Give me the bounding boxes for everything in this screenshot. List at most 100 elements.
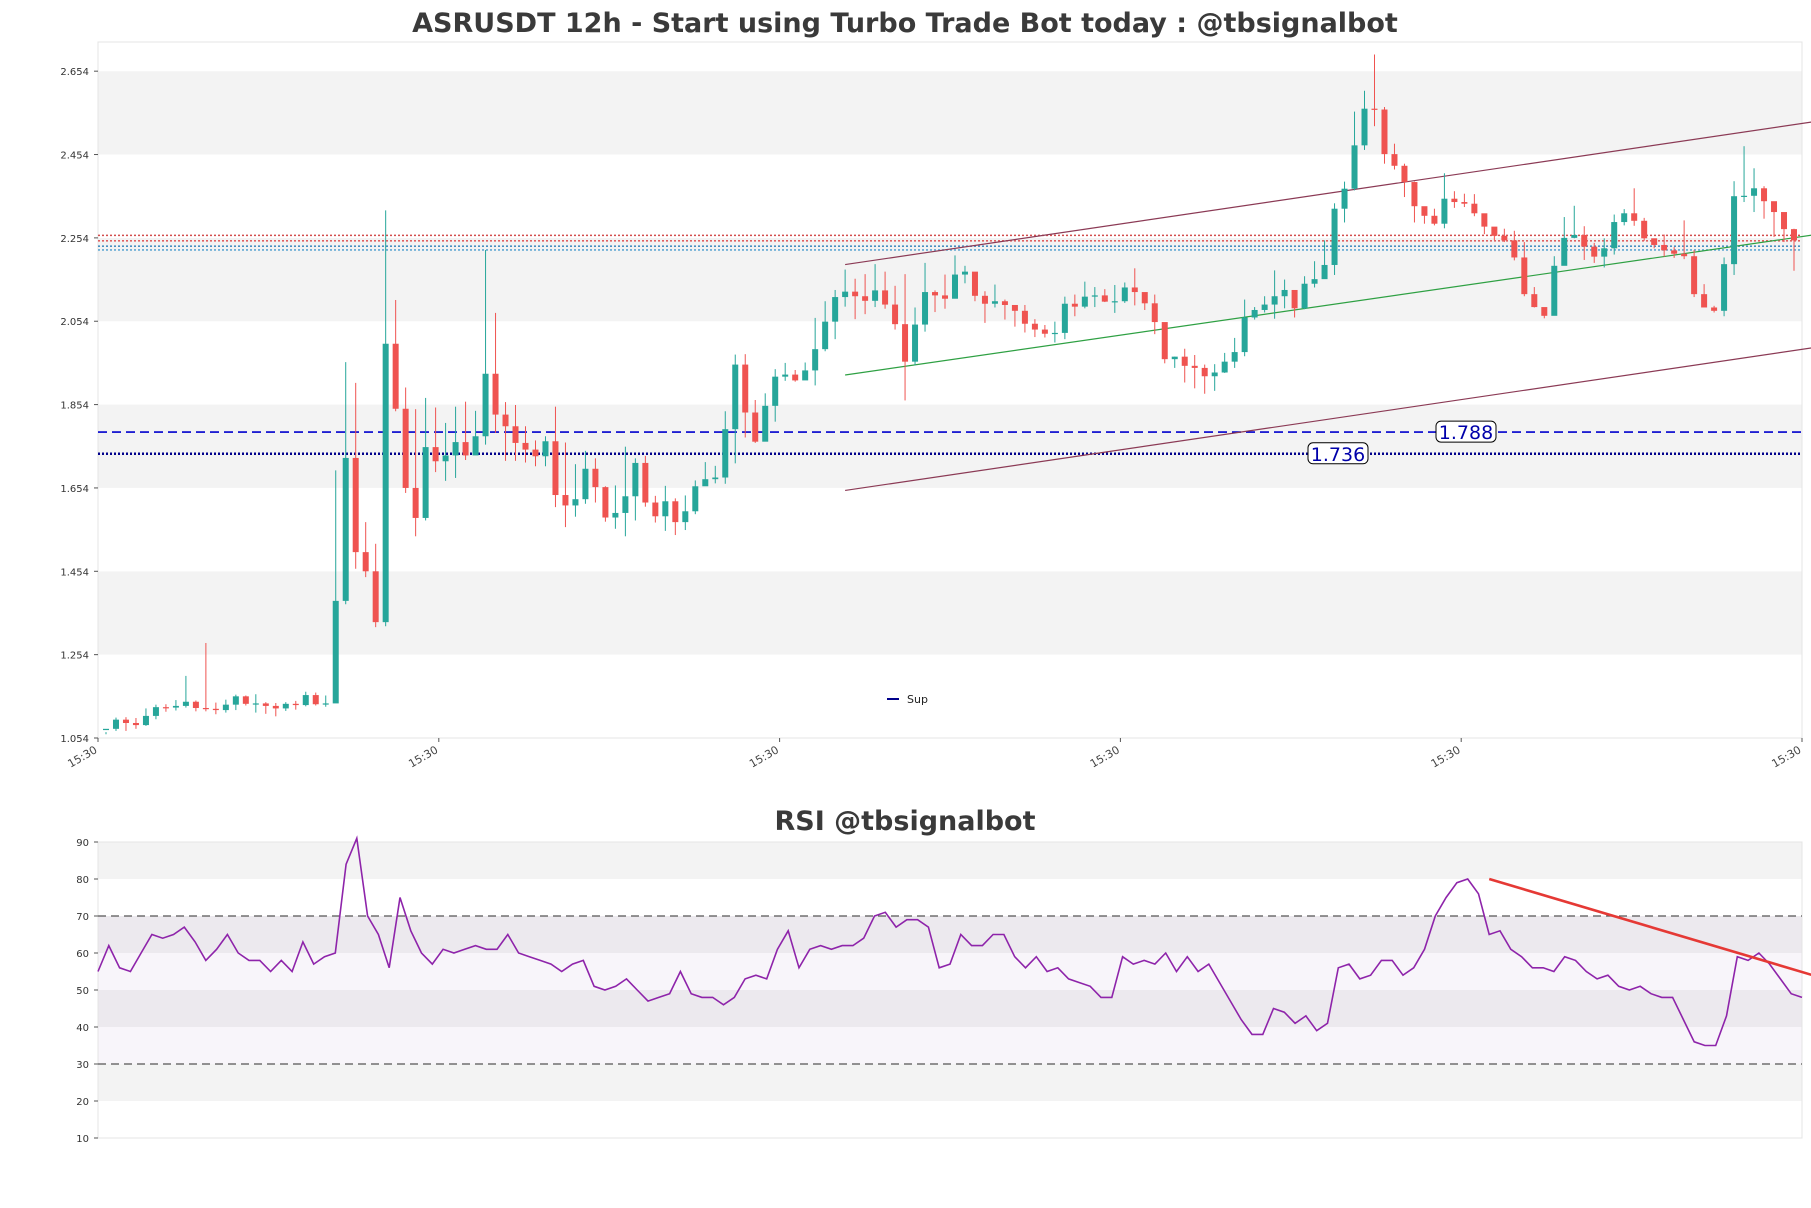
candle-body: [1251, 309, 1258, 318]
candle-body: [1491, 226, 1498, 236]
legend: Sup: [887, 693, 928, 706]
rsi-y-tick-label: 30: [76, 1060, 89, 1071]
main-plot-bands: [98, 42, 1802, 738]
candle-body: [722, 429, 729, 478]
candle-body: [522, 442, 529, 450]
candle-body: [112, 719, 119, 729]
candle-body: [1211, 372, 1218, 377]
candle-body: [1361, 108, 1368, 146]
candle-body: [1781, 212, 1788, 230]
candle-body: [882, 290, 889, 305]
candle-body: [262, 703, 269, 706]
candle-body: [1201, 367, 1208, 377]
candle-body: [1601, 248, 1608, 257]
candle-body: [452, 442, 459, 456]
candle-body: [1261, 304, 1268, 310]
candle-body: [192, 701, 199, 708]
candle-body: [1121, 287, 1128, 302]
candle-body: [1691, 256, 1698, 295]
candle-body: [1041, 329, 1048, 334]
candle-body: [892, 304, 899, 325]
main-x-axis: 15:30 15:30 15:30 15:30 15:30 15:30: [66, 738, 1804, 770]
main-y-tick-label: 2.254: [60, 234, 89, 245]
main-y-tick-label: 1.854: [60, 401, 89, 412]
candle-body: [502, 414, 509, 427]
candle-body: [252, 703, 259, 705]
candle-body: [232, 696, 239, 705]
candle-body: [1521, 257, 1528, 295]
main-x-tick-label: 15:30: [66, 743, 100, 770]
candle-body: [1321, 264, 1328, 280]
main-y-tick-label: 1.054: [60, 734, 89, 745]
rsi-band: [98, 1101, 1802, 1138]
level-labels: 1.788 1.736: [1307, 420, 1497, 466]
candle-body: [132, 722, 139, 726]
candle-body: [712, 477, 719, 480]
candle-body: [1381, 109, 1388, 155]
candle-body: [1681, 253, 1688, 257]
main-x-tick-label: 15:30: [406, 743, 440, 770]
candle-body: [732, 364, 739, 430]
main-y-tick-label: 2.054: [60, 317, 89, 328]
candle-body: [1351, 145, 1358, 189]
candle-body: [392, 343, 399, 409]
candle-body: [632, 462, 639, 497]
candle-body: [172, 705, 179, 708]
candle-body: [1471, 203, 1478, 214]
candle-body: [852, 291, 859, 297]
rsi-y-tick-label: 90: [76, 838, 89, 849]
candle-body: [1531, 294, 1538, 308]
candle-body: [292, 703, 299, 706]
candle-body: [1551, 265, 1558, 316]
candle-body: [1151, 303, 1158, 323]
candle-body: [162, 707, 169, 709]
candle-body: [282, 703, 289, 709]
candle-body: [782, 374, 789, 377]
candle-body: [412, 487, 419, 518]
candle-body: [472, 436, 479, 456]
candle-body: [342, 457, 349, 601]
candle-body: [1001, 301, 1008, 305]
rsi-band: [98, 1064, 1802, 1101]
candle-body: [1611, 222, 1618, 249]
candle-body: [402, 408, 409, 488]
candle-body: [103, 728, 109, 731]
candle-body: [602, 487, 609, 518]
candle-body: [1161, 322, 1168, 360]
candle-body: [662, 501, 669, 517]
rsi-line: [97, 835, 1803, 1047]
main-plot-frame: [97, 41, 1803, 739]
main-band: [98, 654, 1802, 738]
candle-body: [532, 449, 539, 457]
candle-body: [1021, 310, 1028, 324]
candle-body: [572, 499, 579, 506]
channel-line-lower: [845, 347, 1811, 492]
candle-body: [1571, 234, 1578, 238]
candlestick-series: [103, 54, 1797, 735]
candle-body: [1051, 332, 1058, 335]
candle-body: [1011, 304, 1018, 311]
rsi-band: [98, 990, 1802, 1027]
candle-body: [1441, 198, 1448, 224]
rsi-y-tick-label: 50: [76, 986, 89, 997]
candle-body: [202, 707, 209, 710]
candle-body: [1331, 208, 1338, 265]
candle-body: [832, 297, 839, 322]
main-band: [98, 42, 1802, 72]
rsi-y-tick-label: 70: [76, 912, 89, 923]
main-band: [98, 487, 1802, 572]
candle-body: [1461, 202, 1468, 204]
candle-body: [1101, 295, 1108, 302]
candle-body: [582, 468, 589, 500]
rsi-y-tick-label: 60: [76, 949, 89, 960]
candle-body: [1131, 287, 1138, 293]
main-y-axis: 1.054 1.254 1.454 1.654 1.854 2.054 2.254 2.454…: [60, 67, 98, 745]
main-y-tick-label: 1.254: [60, 651, 89, 662]
candle-body: [222, 704, 229, 711]
candle-body: [122, 719, 129, 723]
main-band: [98, 154, 1802, 238]
main-chart-title: ASRUSDT 12h - Start using Turbo Trade Bo…: [412, 8, 1398, 39]
candle-body: [1701, 294, 1708, 308]
candle-body: [1481, 213, 1488, 227]
candle-body: [1081, 296, 1088, 307]
